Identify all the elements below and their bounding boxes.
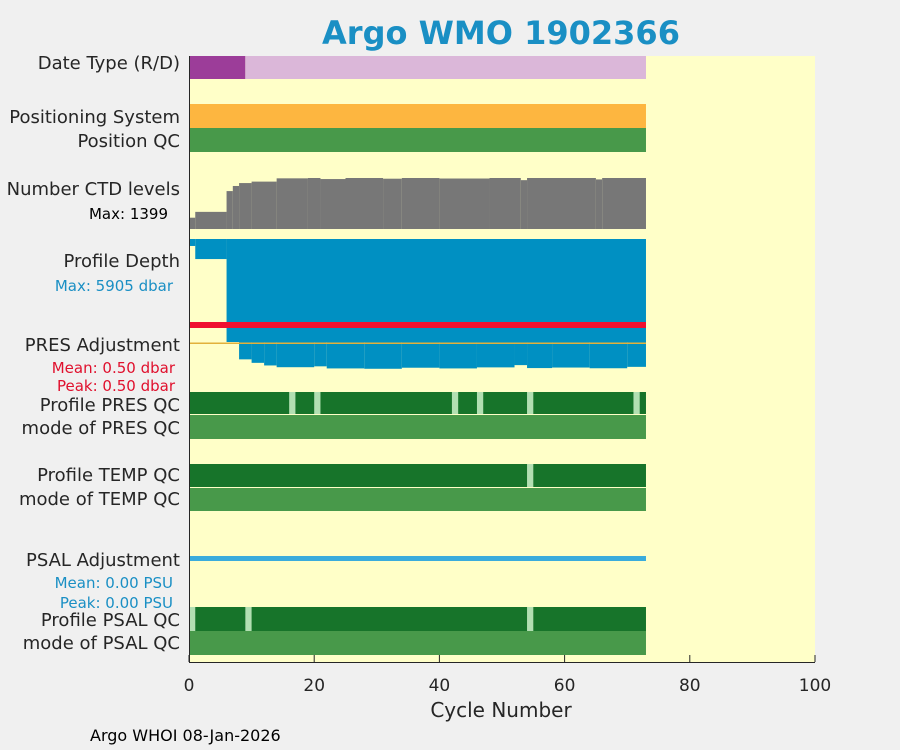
profile-temp-qc-bar — [189, 464, 646, 487]
positioning-system-bar — [189, 104, 646, 128]
ctd-levels-bar — [527, 178, 596, 229]
row-label-date-type: Date Type (R/D) — [38, 53, 180, 74]
profile-depth-bar — [195, 239, 227, 260]
ctd-levels-bar — [251, 181, 277, 229]
profile-depth-extension-bar — [326, 342, 365, 369]
row-label-profile-pres-qc: Profile PRES QC — [40, 395, 180, 416]
row-label-mode-temp-qc: mode of TEMP QC — [19, 489, 180, 510]
profile-depth-extension-bar — [514, 342, 528, 366]
row-label-psal-adjustment: PSAL Adjustment — [26, 550, 180, 571]
profile-depth-extension-bar — [589, 342, 628, 369]
profile-depth-extension-bar — [439, 342, 477, 369]
ctd-levels-bar — [195, 211, 227, 229]
row-label-profile-psal-qc: Profile PSAL QC — [41, 610, 180, 631]
psal-mean-label: Mean: 0.00 PSU — [55, 574, 173, 592]
profile-depth-bar — [189, 239, 196, 246]
ctd-levels-bar — [602, 178, 646, 229]
date-type-realtime-bar — [189, 56, 246, 79]
row-label-mode-psal-qc: mode of PSAL QC — [23, 633, 180, 654]
profile-depth-extension-bar — [552, 342, 590, 368]
position-qc-bar — [189, 128, 646, 152]
pres-peak-label: Peak: 0.50 dbar — [57, 377, 176, 395]
ctd-levels-bar — [401, 178, 440, 229]
profile-pres-qc-flag-mark — [633, 392, 640, 414]
ctd-levels-bar — [276, 178, 308, 229]
profile-pres-qc-flag-mark — [314, 392, 321, 414]
ctd-levels-bar — [226, 191, 233, 229]
profile-temp-qc-flag-mark — [527, 464, 534, 487]
row-label-profile-depth: Profile Depth — [63, 251, 180, 272]
x-axis-ticks: 0 20 40 60 80 100 — [184, 655, 831, 696]
profile-pres-qc-flag-mark — [476, 392, 484, 414]
profile-depth-extension-bar — [527, 342, 553, 369]
chart-title: Argo WMO 1902366 — [322, 14, 680, 52]
pres-zero-line — [189, 342, 646, 344]
ctd-levels-bar — [489, 178, 521, 229]
data-marks — [189, 56, 646, 655]
row-label-pres-adjustment: PRES Adjustment — [25, 335, 180, 356]
profile-depth-extension-bar — [239, 342, 252, 360]
profile-pres-qc-bar — [189, 392, 646, 414]
profile-depth-extension-bar — [627, 342, 646, 367]
profile-depth-extension-bar — [251, 342, 265, 363]
profile-psal-qc-flag-mark — [527, 607, 534, 631]
psal-peak-label: Peak: 0.00 PSU — [60, 594, 173, 612]
ctd-levels-bar — [520, 180, 528, 229]
x-axis-label: Cycle Number — [430, 698, 572, 722]
profile-depth-extension-bar — [276, 342, 315, 368]
depth-max-label: Max: 5905 dbar — [55, 277, 174, 295]
profile-psal-qc-flag-mark — [189, 607, 196, 631]
x-tick-label: 0 — [184, 676, 195, 696]
x-tick-label: 60 — [554, 676, 576, 696]
x-tick-label: 20 — [303, 676, 325, 696]
ctd-levels-bar — [189, 217, 196, 229]
profile-psal-qc-flag-mark — [245, 607, 252, 631]
psal-adjustment-line — [189, 556, 646, 561]
x-tick-label: 80 — [679, 676, 701, 696]
mode-psal-qc-bar — [189, 631, 646, 655]
ctd-levels-bar — [320, 179, 346, 229]
pres-adjustment-line — [189, 322, 646, 328]
profile-pres-qc-flag-mark — [527, 392, 534, 414]
mode-pres-qc-bar — [189, 415, 646, 439]
ctd-levels-bar — [383, 178, 402, 229]
ctd-levels-bar — [307, 178, 321, 229]
row-label-position-qc: Position QC — [77, 131, 180, 152]
pres-mean-label: Mean: 0.50 dbar — [52, 359, 176, 377]
profile-psal-qc-bar — [189, 607, 646, 631]
profile-depth-extension-bar — [401, 342, 440, 368]
ctd-levels-bar — [595, 179, 603, 229]
ctd-levels-bar — [345, 178, 384, 229]
row-label-mode-pres-qc: mode of PRES QC — [22, 418, 180, 439]
ctd-levels-bar — [232, 185, 240, 229]
x-tick-label: 40 — [429, 676, 451, 696]
footer-credit: Argo WHOI 08-Jan-2026 — [90, 726, 281, 745]
profile-pres-qc-flag-mark — [289, 392, 296, 414]
ctd-max-label: Max: 1399 — [89, 205, 168, 223]
row-label-ctd-levels: Number CTD levels — [7, 179, 180, 200]
profile-depth-extension-bar — [364, 342, 402, 369]
row-label-profile-temp-qc: Profile TEMP QC — [37, 465, 180, 486]
mode-temp-qc-bar — [189, 488, 646, 511]
profile-depth-extension-bar — [476, 342, 515, 368]
profile-depth-extension-bar — [314, 342, 327, 367]
profile-depth-extension-bar — [264, 342, 277, 366]
ctd-levels-bar — [439, 178, 490, 229]
date-type-delayed-bar — [245, 56, 646, 79]
profile-pres-qc-flag-mark — [451, 392, 459, 414]
row-label-positioning-system: Positioning System — [9, 107, 180, 128]
x-tick-label: 100 — [799, 676, 831, 696]
ctd-levels-bar — [239, 183, 252, 229]
